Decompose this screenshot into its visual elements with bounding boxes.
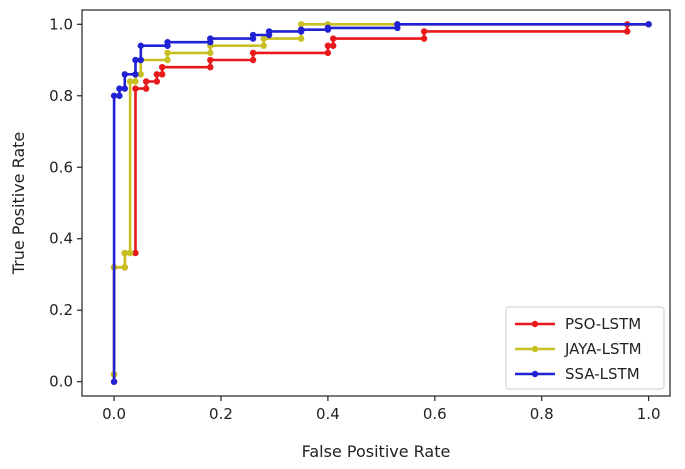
legend-label: SSA-LSTM <box>565 365 640 383</box>
legend-item-pso-lstm: PSO-LSTM <box>515 315 641 333</box>
data-point-ssa-lstm <box>116 92 123 99</box>
legend-marker <box>531 345 539 353</box>
y-tick-label: 0.4 <box>49 230 73 248</box>
series-ssa-lstm <box>110 21 652 385</box>
data-point-ssa-lstm <box>132 71 139 78</box>
y-tick-label: 0.0 <box>49 373 73 391</box>
x-axis: 0.0 0.2 0.4 0.6 0.8 1.0 <box>102 396 661 423</box>
data-point-ssa-lstm <box>110 92 118 99</box>
data-point-jaya-lstm <box>121 264 128 271</box>
data-point-jaya-lstm <box>132 78 139 85</box>
data-point-pso-lstm <box>324 42 332 49</box>
data-point-jaya-lstm <box>164 49 171 57</box>
data-point-pso-lstm <box>420 28 428 35</box>
data-point-ssa-lstm <box>121 71 128 78</box>
legend-item-ssa-lstm: SSA-LSTM <box>515 365 640 383</box>
x-tick-label: 0.8 <box>530 405 554 423</box>
x-tick-label: 0.0 <box>102 405 126 423</box>
data-point-ssa-lstm <box>297 26 305 33</box>
data-point-pso-lstm <box>142 78 150 85</box>
data-point-ssa-lstm <box>110 378 118 385</box>
x-tick-label: 1.0 <box>637 405 661 423</box>
legend-label: JAYA-LSTM <box>564 340 642 358</box>
data-point-jaya-lstm <box>121 249 128 257</box>
data-point-ssa-lstm <box>207 35 214 42</box>
y-axis-label: True Positive Rate <box>9 132 28 276</box>
data-point-pso-lstm <box>207 56 214 64</box>
data-point-pso-lstm <box>330 35 337 42</box>
series-group <box>110 21 652 385</box>
data-point-ssa-lstm <box>164 38 171 46</box>
data-point-pso-lstm <box>153 71 161 78</box>
legend: PSO-LSTM JAYA-LSTM SSA-LSTM <box>505 306 665 390</box>
data-point-ssa-lstm <box>394 21 401 28</box>
data-point-ssa-lstm <box>324 24 332 32</box>
data-point-jaya-lstm <box>297 35 305 42</box>
data-point-pso-lstm <box>132 85 139 92</box>
legend-label: PSO-LSTM <box>565 315 641 333</box>
data-point-pso-lstm <box>330 42 337 49</box>
x-tick-label: 0.6 <box>423 405 447 423</box>
data-point-jaya-lstm <box>126 78 134 85</box>
data-point-jaya-lstm <box>126 249 134 257</box>
y-axis: 0.0 0.2 0.4 0.6 0.8 1.0 <box>49 15 82 391</box>
data-point-pso-lstm <box>207 63 214 71</box>
data-point-pso-lstm <box>158 63 166 71</box>
data-point-ssa-lstm <box>645 21 652 28</box>
x-tick-label: 0.4 <box>316 405 340 423</box>
data-point-jaya-lstm <box>260 42 267 49</box>
data-point-ssa-lstm <box>137 42 144 49</box>
y-tick-label: 1.0 <box>49 15 73 33</box>
data-point-jaya-lstm <box>297 21 305 28</box>
data-point-ssa-lstm <box>121 85 128 92</box>
data-point-pso-lstm <box>132 249 139 257</box>
legend-marker <box>531 320 539 328</box>
data-point-pso-lstm <box>324 49 332 57</box>
data-point-jaya-lstm <box>207 49 214 57</box>
data-point-pso-lstm <box>153 78 161 85</box>
x-axis-label: False Positive Rate <box>302 442 451 461</box>
data-point-ssa-lstm <box>265 28 273 35</box>
data-point-pso-lstm <box>624 28 631 35</box>
data-point-pso-lstm <box>142 85 150 92</box>
data-point-pso-lstm <box>249 56 257 64</box>
data-point-ssa-lstm <box>249 31 257 39</box>
data-point-pso-lstm <box>249 49 257 57</box>
x-tick-label: 0.2 <box>209 405 233 423</box>
data-point-ssa-lstm <box>137 56 144 64</box>
data-point-ssa-lstm <box>132 56 139 64</box>
legend-item-jaya-lstm: JAYA-LSTM <box>515 340 642 358</box>
y-tick-label: 0.6 <box>49 158 73 176</box>
data-point-pso-lstm <box>158 71 166 78</box>
data-point-jaya-lstm <box>164 56 171 64</box>
y-tick-label: 0.2 <box>49 301 73 319</box>
data-point-jaya-lstm <box>260 35 267 42</box>
legend-box <box>505 306 665 390</box>
data-point-pso-lstm <box>420 35 428 42</box>
data-point-ssa-lstm <box>116 85 123 92</box>
data-point-jaya-lstm <box>137 71 144 78</box>
y-tick-label: 0.8 <box>49 87 73 105</box>
legend-marker <box>531 370 539 378</box>
